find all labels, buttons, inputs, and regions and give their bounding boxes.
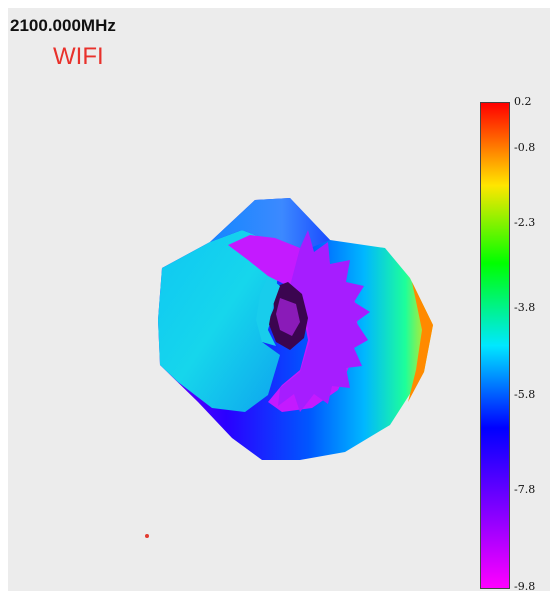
pattern-inner-edge	[256, 276, 280, 346]
color-scale-tick: 0.2	[514, 95, 532, 108]
color-scale-tick: -3.8	[514, 301, 536, 314]
pattern-rim	[408, 282, 433, 402]
radiation-pattern-plot[interactable]	[150, 190, 445, 470]
pattern-left-lobe	[158, 230, 280, 412]
color-scale-tick: -7.8	[514, 483, 536, 496]
pattern-spikes	[278, 230, 370, 412]
band-label: WIFI	[53, 43, 104, 70]
color-scale-tick: -5.8	[514, 388, 536, 401]
color-scale-tick: -0.8	[514, 141, 536, 154]
pattern-core-highlight	[276, 298, 300, 336]
color-scale-bar	[480, 102, 510, 589]
color-scale-tick: -2.3	[514, 216, 536, 229]
color-scale-tick: -9.8	[514, 580, 536, 593]
pattern-top-shell	[210, 198, 330, 252]
origin-marker	[145, 534, 149, 538]
frequency-label: 2100.000MHz	[10, 16, 116, 35]
